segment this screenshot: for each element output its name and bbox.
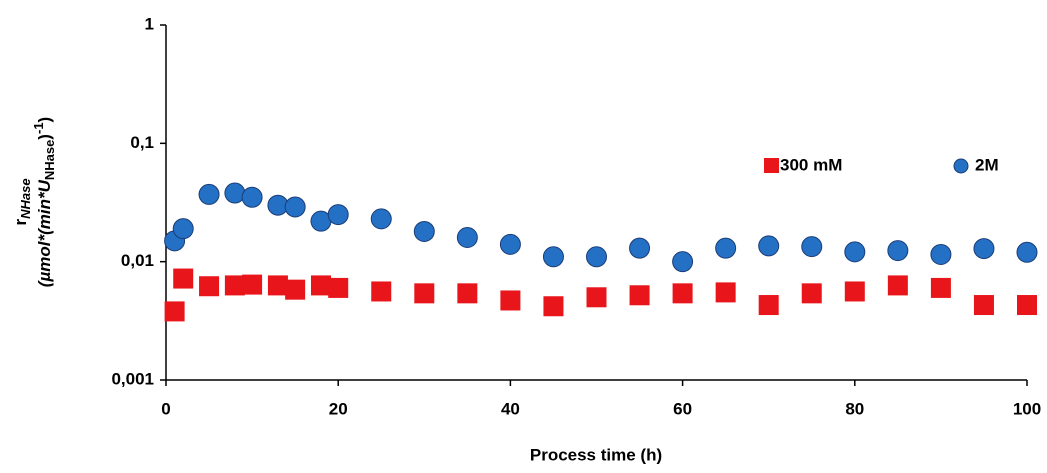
point <box>758 235 780 257</box>
point <box>973 238 995 260</box>
point <box>930 277 951 298</box>
y-tick-label: 1 <box>145 14 154 33</box>
point <box>224 275 245 296</box>
y-axis-label: (µmol*(min*UNHase)-1) <box>31 117 57 287</box>
point <box>328 277 349 298</box>
point <box>172 218 194 240</box>
point <box>284 196 306 218</box>
y-label-part: NHase <box>42 140 57 180</box>
x-tick-label: 40 <box>501 399 520 418</box>
y-tick-label: 0,01 <box>121 251 154 270</box>
legend-marker <box>764 158 779 173</box>
point <box>887 275 908 296</box>
y-label-part: ) <box>35 134 54 140</box>
point <box>310 275 331 296</box>
x-tick-label: 80 <box>845 399 864 418</box>
y-label-part: ) <box>35 117 54 123</box>
point <box>586 287 607 308</box>
y-label-part: -1 <box>31 122 46 134</box>
point <box>414 283 435 304</box>
point <box>371 281 392 302</box>
point <box>801 283 822 304</box>
point <box>758 295 779 316</box>
point <box>413 220 435 242</box>
point <box>500 290 521 311</box>
y-label-part: NHase <box>18 178 33 218</box>
point <box>285 279 306 300</box>
legend-marker <box>953 158 969 174</box>
point <box>370 208 392 230</box>
point <box>164 301 185 322</box>
x-tick-label: 100 <box>1013 399 1041 418</box>
point <box>629 237 651 259</box>
point <box>672 251 694 273</box>
point <box>198 183 220 205</box>
point <box>1016 241 1038 263</box>
x-tick-label: 20 <box>329 399 348 418</box>
point <box>241 186 263 208</box>
point <box>973 295 994 316</box>
y-label-part: (µmol*(min*U <box>35 179 54 287</box>
point <box>844 281 865 302</box>
point <box>499 233 521 255</box>
point <box>887 240 909 262</box>
point <box>242 274 263 295</box>
point <box>715 282 736 303</box>
y-label-part: r <box>11 219 30 226</box>
point <box>199 276 220 297</box>
point <box>1017 295 1037 316</box>
x-tick-label: 60 <box>673 399 692 418</box>
point <box>543 296 564 317</box>
point <box>542 246 564 268</box>
point <box>801 236 823 258</box>
legend-label: 2M <box>975 155 999 174</box>
point <box>327 204 349 226</box>
point <box>456 227 478 249</box>
x-tick-label: 0 <box>161 399 170 418</box>
point <box>457 283 478 304</box>
point <box>844 241 866 263</box>
point <box>629 285 650 306</box>
point <box>586 246 607 268</box>
point <box>930 243 952 265</box>
point <box>672 283 693 304</box>
y-tick-label: 0,001 <box>111 369 154 388</box>
x-axis-label: Process time (h) <box>530 445 662 464</box>
legend-label: 300 mM <box>780 155 842 174</box>
point <box>173 268 194 289</box>
y-tick-label: 0,1 <box>130 133 154 152</box>
point <box>267 275 288 296</box>
point <box>224 182 246 204</box>
y-axis-label: rNHase <box>11 178 33 225</box>
point <box>715 237 737 259</box>
